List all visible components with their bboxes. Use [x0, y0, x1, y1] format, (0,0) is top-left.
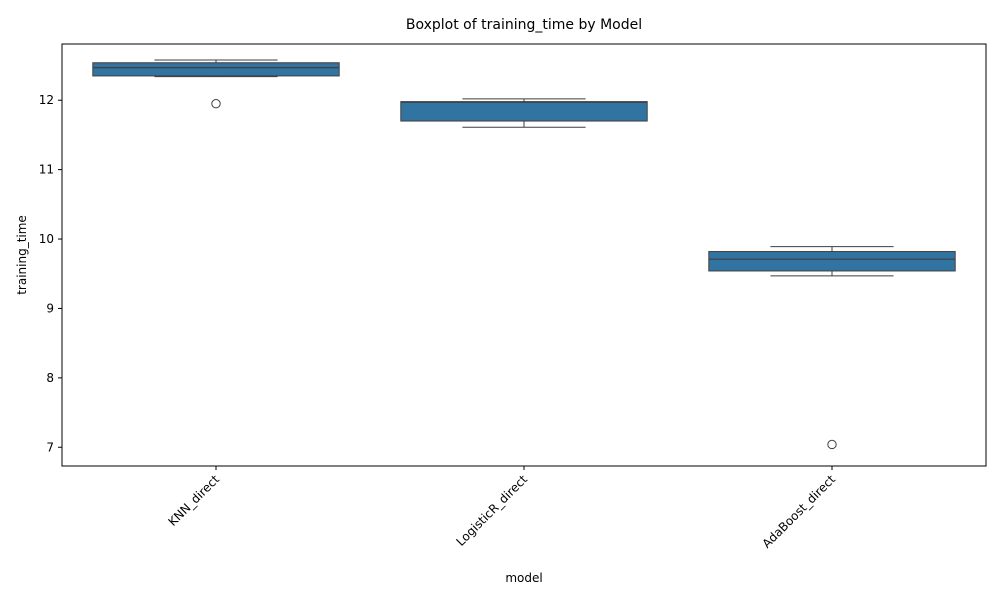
outlier-point	[211, 98, 221, 109]
y-tick-label: 8	[46, 371, 54, 385]
chart-title: Boxplot of training_time by Model	[406, 17, 642, 33]
y-tick-label: 7	[46, 440, 54, 454]
x-axis-label: model	[505, 571, 542, 585]
y-tick-label: 10	[39, 232, 54, 246]
y-tick-label: 11	[39, 163, 54, 177]
boxes-group	[92, 59, 956, 450]
box-iqr	[400, 101, 648, 122]
y-axis: 7 8 9 10 11 12	[39, 93, 62, 454]
box-iqr	[708, 251, 956, 272]
y-tick-label: 12	[39, 93, 54, 107]
plot-frame	[61, 43, 987, 467]
y-axis-label: training_time	[15, 215, 29, 295]
outlier-point	[827, 439, 837, 450]
box-iqr	[92, 62, 340, 77]
y-tick-label: 9	[46, 301, 54, 315]
